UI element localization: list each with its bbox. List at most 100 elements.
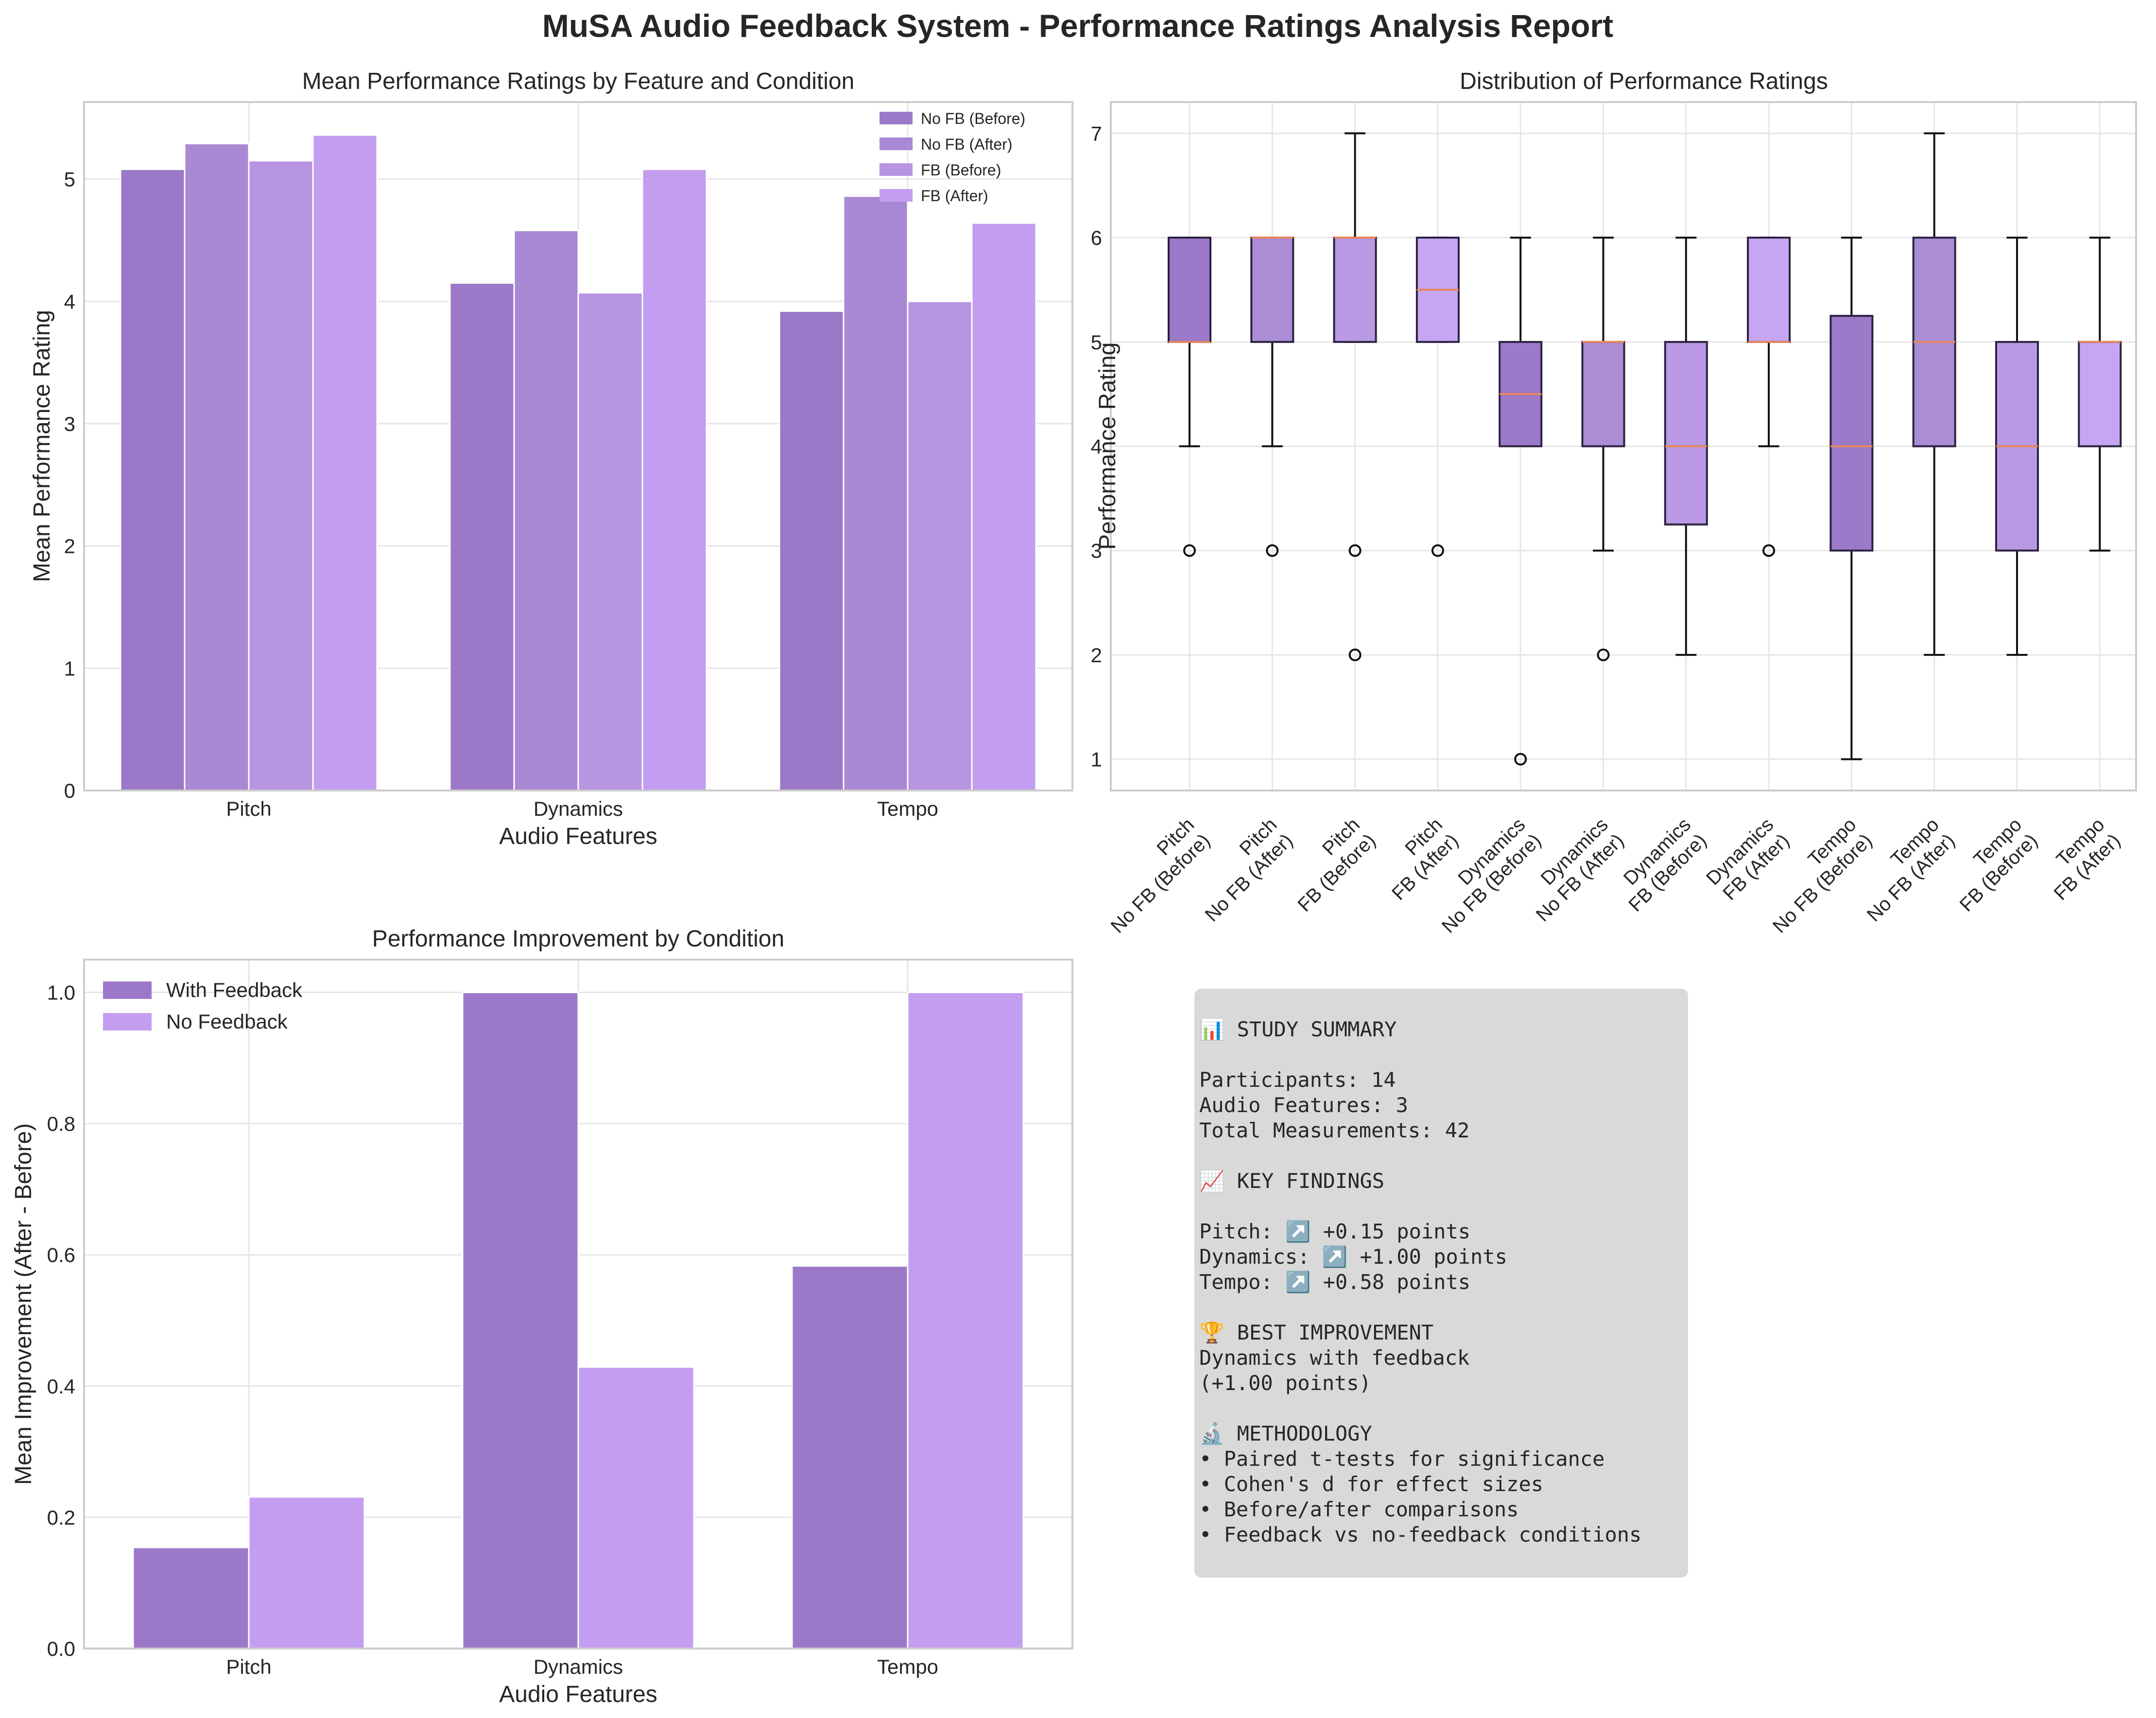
summary-line: • Cohen's d for effect sizes: [1199, 1472, 1544, 1496]
bar-pitch-fb-before: [248, 160, 314, 791]
legend-swatch-no-fb-after: [880, 137, 913, 150]
box-pitch-no-fb-before: [1168, 237, 1211, 343]
improvement-ytick-label: 0.6: [47, 1244, 75, 1267]
box-dynamics-fb-before: [1664, 341, 1708, 526]
mean-ratings-ytick-label: 4: [64, 290, 75, 313]
bar-dynamics-fb-after: [641, 168, 707, 791]
summary-line: 📈 KEY FINDINGS: [1199, 1169, 1385, 1193]
mean-ratings-frame: [83, 101, 1073, 791]
summary-line: • Feedback vs no-feedback conditions: [1199, 1523, 1642, 1546]
summary-line: Participants: 14: [1199, 1068, 1396, 1092]
bar-dynamics-fb-before: [577, 292, 643, 791]
summary-line: Audio Features: 3: [1199, 1093, 1408, 1117]
distribution-ytick-label: 4: [1091, 435, 1102, 458]
bar-pitch-fb-after: [312, 134, 378, 791]
distribution-xtick-pitch-fb-after: PitchFB (After): [1372, 814, 1463, 904]
outlier-pitch-fb-before: [1348, 544, 1362, 557]
legend-swatch-fb-before: [880, 163, 913, 176]
distribution-ytick-label: 1: [1091, 748, 1102, 771]
improvement-title: Performance Improvement by Condition: [372, 926, 784, 952]
mean-ratings-ylabel: Mean Performance Rating: [29, 310, 55, 582]
distribution-xtick-pitch-no-fb-after: PitchNo FB (After): [1185, 814, 1297, 926]
legend-swatch-no-feedback: [103, 1013, 152, 1031]
distribution-xtick-dynamics-no-fb-after: DynamicsNo FB (After): [1516, 814, 1628, 926]
distribution-title: Distribution of Performance Ratings: [1460, 69, 1828, 94]
mean-ratings-xlabel: Audio Features: [499, 824, 657, 849]
improvement-ylabel: Mean Improvement (After - Before): [11, 1123, 36, 1485]
mean-ratings-xtick-pitch: Pitch: [226, 797, 271, 820]
improvement-ytick-label: 0.0: [47, 1637, 75, 1660]
summary-line: (+1.00 points): [1199, 1371, 1372, 1395]
distribution-xtick-pitch-fb-before: PitchFB (Before): [1278, 814, 1380, 916]
improvement-xtick-dynamics: Dynamics: [534, 1655, 623, 1678]
summary-line: [1199, 1143, 1688, 1168]
improvement-yticks: 0.0 0.2 0.4 0.6 0.8 1.0: [47, 981, 75, 1660]
bar-tempo-fb-before: [907, 300, 973, 791]
distribution-ytick-label: 2: [1091, 644, 1102, 667]
improvement-ytick-label: 1.0: [47, 981, 75, 1004]
box-dynamics-no-fb-after: [1581, 341, 1625, 447]
legend-label-no-fb-before: No FB (Before): [921, 110, 1025, 127]
improvement-xtick-tempo: Tempo: [877, 1655, 938, 1678]
distribution-chart: Distribution of Performance Ratings 1 2 3 4…: [1091, 69, 2137, 937]
bar-pitch-with-feedback: [132, 1546, 250, 1649]
legend-label-fb-after: FB (After): [921, 187, 988, 205]
summary-line: Dynamics with feedback: [1199, 1346, 1470, 1370]
distribution-xtick-tempo-no-fb-after: TempoNo FB (After): [1847, 814, 1959, 926]
improvement-ytick-label: 0.4: [47, 1375, 75, 1398]
outlier-pitch-fb-after: [1431, 544, 1444, 557]
mean-ratings-title: Mean Performance Ratings by Feature and …: [302, 69, 855, 94]
outlier-pitch-no-fb-before: [1183, 544, 1196, 557]
bar-dynamics-no-fb-after: [513, 229, 579, 791]
legend-label-fb-before: FB (Before): [921, 161, 1001, 179]
improvement-bars: [132, 992, 1024, 1649]
improvement-ytick-label: 0.8: [47, 1113, 75, 1135]
box-dynamics-fb-after: [1747, 237, 1791, 343]
bar-dynamics-with-feedback: [462, 992, 579, 1649]
bar-pitch-no-fb-before: [120, 168, 186, 791]
improvement-ytick-label: 0.2: [47, 1506, 75, 1529]
mean-ratings-yticks: 0 1 2 3 4 5: [64, 168, 75, 802]
summary-line: [1199, 1194, 1688, 1219]
box-pitch-fb-before: [1333, 237, 1377, 343]
improvement-chart: Performance Improvement by Condition 0.0…: [11, 926, 1073, 1707]
mean-ratings-chart: Mean Performance Ratings by Feature and …: [29, 69, 1073, 849]
outlier-dynamics-no-fb-before: [1514, 753, 1527, 766]
improvement-legend: With Feedback No Feedback: [103, 979, 303, 1033]
outlier-pitch-no-fb-after: [1266, 544, 1279, 557]
outlier-dynamics-fb-after: [1762, 544, 1776, 557]
legend-swatch-no-fb-before: [880, 112, 913, 124]
summary-line: Pitch: ↗️ +0.15 points: [1199, 1220, 1471, 1243]
legend-label-with-feedback: With Feedback: [166, 979, 303, 1001]
summary-line: • Paired t-tests for significance: [1199, 1447, 1605, 1471]
box-tempo-fb-after: [2078, 341, 2122, 447]
bar-dynamics-no-fb-before: [449, 282, 515, 791]
bar-tempo-no-feedback: [907, 992, 1024, 1649]
distribution-frame: [1110, 101, 2137, 791]
distribution-yticks: 1 2 3 4 5 6 7: [1091, 122, 1102, 771]
study-summary-panel: 📊 STUDY SUMMARY Participants: 14 Audio Fea…: [1194, 989, 1688, 1578]
mean-ratings-legend: No FB (Before) No FB (After) FB (Before) FB…: [880, 110, 1025, 205]
outlier-pitch-fb-before: [1348, 648, 1362, 661]
bar-tempo-fb-after: [971, 222, 1037, 791]
bar-dynamics-no-feedback: [577, 1366, 695, 1649]
improvement-xtick-pitch: Pitch: [226, 1655, 271, 1678]
mean-ratings-xticks: Pitch Dynamics Tempo: [226, 797, 938, 820]
distribution-xtick-tempo-fb-before: TempoFB (Before): [1940, 814, 2042, 916]
legend-swatch-fb-after: [880, 189, 913, 202]
summary-line: [1199, 1295, 1688, 1320]
distribution-xtick-pitch-no-fb-before: PitchNo FB (Before): [1091, 814, 1214, 937]
bar-tempo-with-feedback: [791, 1265, 909, 1649]
distribution-ytick-label: 6: [1091, 226, 1102, 249]
legend-label-no-fb-after: No FB (After): [921, 136, 1012, 153]
improvement-xlabel: Audio Features: [499, 1682, 657, 1707]
distribution-ytick-label: 3: [1091, 539, 1102, 562]
summary-line: 🏆 BEST IMPROVEMENT: [1199, 1321, 1434, 1344]
bar-pitch-no-feedback: [248, 1496, 365, 1649]
distribution-xtick-tempo-fb-after: TempoFB (After): [2034, 814, 2124, 904]
distribution-xtick-dynamics-fb-before: DynamicsFB (Before): [1609, 814, 1711, 916]
mean-ratings-ytick-label: 0: [64, 779, 75, 802]
distribution-ylabel: Performance Rating: [1095, 343, 1121, 550]
outlier-dynamics-no-fb-after: [1597, 648, 1610, 661]
